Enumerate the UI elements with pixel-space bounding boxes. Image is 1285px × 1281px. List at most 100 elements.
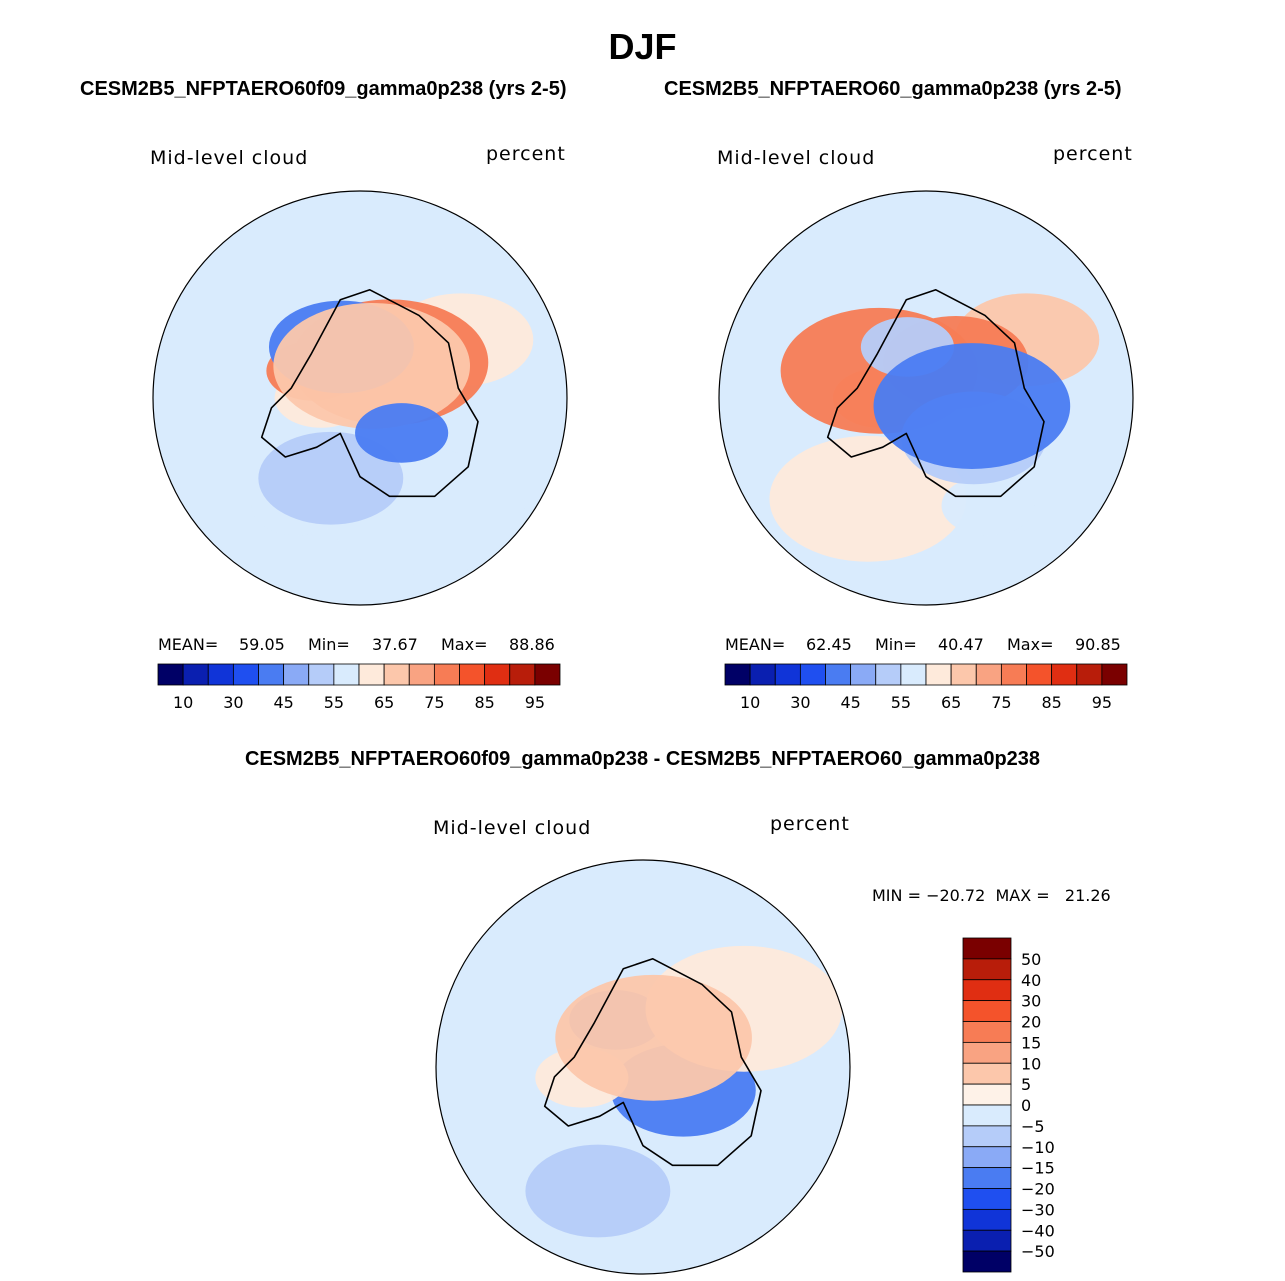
- diff-minmax: MIN = −20.72 MAX = 21.26: [872, 886, 1111, 905]
- colorbar-tick-label-1-3: 55: [891, 693, 911, 712]
- colorbar-tick-label-2-11: −20: [1021, 1180, 1055, 1199]
- colorbar-swatch-2-4: [962, 1021, 1012, 1043]
- colorbar-swatch-1-0: [724, 663, 751, 686]
- colorbar-swatch-1-13: [1051, 663, 1078, 686]
- colorbar-swatch-0-6: [308, 663, 335, 686]
- colorbar-swatch-0-15: [534, 663, 561, 686]
- left-min-label: Min=: [308, 635, 350, 654]
- coastline-1: [826, 288, 1045, 498]
- map-difference: [436, 860, 850, 1274]
- right-mean-value: 62.45: [806, 635, 852, 654]
- colorbar-tick-label-1-1: 30: [790, 693, 810, 712]
- right-variable-label: Mid-level cloud: [717, 147, 876, 169]
- colorbar-tick-label-2-6: 5: [1021, 1075, 1031, 1094]
- colorbar-swatch-2-12: [962, 1188, 1012, 1210]
- colorbar-swatch-0-4: [258, 663, 285, 686]
- right-max-value: 90.85: [1075, 635, 1121, 654]
- colorbar-swatch-1-15: [1101, 663, 1128, 686]
- colorbar-swatch-0-1: [182, 663, 209, 686]
- colorbar-tick-label-1-6: 85: [1041, 693, 1061, 712]
- left-mean-label: MEAN=: [158, 635, 219, 654]
- colorbar-tick-label-2-7: 0: [1021, 1096, 1031, 1115]
- map-boundary-2: [435, 859, 851, 1275]
- colorbar-swatch-1-9: [950, 663, 977, 686]
- panel-right-title: CESM2B5_NFPTAERO60_gamma0p238 (yrs 2-5): [664, 78, 1122, 100]
- colorbar-tick-label-1-5: 75: [991, 693, 1011, 712]
- colorbar-swatch-2-5: [962, 1041, 1012, 1064]
- colorbar-swatch-2-2: [962, 979, 1012, 1002]
- left-min-value: 37.67: [372, 635, 418, 654]
- colorbar-swatch-2-11: [962, 1167, 1012, 1189]
- left-mean-value: 59.05: [239, 635, 285, 654]
- contour-region-2-5: [555, 974, 752, 1101]
- left-variable-label: Mid-level cloud: [150, 147, 309, 169]
- colorbar-tick-label-2-4: 15: [1021, 1033, 1041, 1052]
- right-min-value: 40.47: [938, 635, 984, 654]
- colorbar-tick-label-0-4: 65: [374, 693, 394, 712]
- map-right: [719, 191, 1133, 605]
- colorbar-tick-label-2-12: −30: [1021, 1200, 1055, 1219]
- colorbar-left: 10 30 45 55 65 75 85 95: [157, 663, 561, 712]
- panel-diff-title: CESM2B5_NFPTAERO60f09_gamma0p238 - CESM2…: [244, 748, 1041, 770]
- colorbar-swatch-0-10: [408, 663, 435, 686]
- colorbar-tick-label-1-4: 65: [941, 693, 961, 712]
- contour-region-0-9: [355, 403, 449, 463]
- colorbar-swatch-1-10: [975, 663, 1002, 686]
- colorbar-swatch-2-8: [962, 1104, 1012, 1127]
- colorbar-swatch-0-8: [358, 663, 385, 686]
- colorbar-tick-label-2-3: 20: [1021, 1013, 1041, 1032]
- colorbar-swatch-2-3: [962, 1000, 1012, 1022]
- colorbar-swatch-1-14: [1076, 663, 1103, 686]
- right-min-label: Min=: [875, 635, 917, 654]
- colorbar-tick-label-2-13: −40: [1021, 1221, 1055, 1240]
- colorbar-swatch-0-2: [207, 663, 234, 686]
- colorbar-tick-label-2-14: −50: [1021, 1242, 1055, 1261]
- contour-region-0-4: [258, 431, 404, 525]
- colorbar-swatch-2-1: [962, 958, 1012, 981]
- colorbar-swatch-2-10: [962, 1146, 1012, 1169]
- colorbar-swatch-1-3: [799, 663, 826, 686]
- colorbar-tick-label-2-2: 30: [1021, 992, 1041, 1011]
- colorbar-tick-label-0-7: 95: [525, 693, 545, 712]
- figure-title: DJF: [608, 26, 677, 67]
- colorbar-tick-label-2-0: 50: [1021, 950, 1041, 969]
- contour-region-2-4: [525, 1144, 671, 1238]
- map-boundary-0: [152, 190, 568, 606]
- colorbar-tick-label-0-0: 10: [173, 693, 193, 712]
- colorbar-tick-label-2-8: −5: [1021, 1117, 1045, 1136]
- contour-region-1-3: [941, 475, 1035, 536]
- contour-region-1-8: [873, 343, 1071, 470]
- left-max-label: Max=: [441, 635, 488, 654]
- panel-left-title: CESM2B5_NFPTAERO60f09_gamma0p238 (yrs 2-…: [80, 78, 567, 100]
- colorbar-swatch-0-13: [484, 663, 511, 686]
- colorbar-swatch-1-12: [1026, 663, 1053, 686]
- colorbar-tick-label-1-2: 45: [840, 693, 860, 712]
- coastline-0: [260, 288, 479, 498]
- colorbar-swatch-1-2: [774, 663, 801, 686]
- colorbar-swatch-1-1: [749, 663, 776, 686]
- colorbar-swatch-0-11: [433, 663, 460, 686]
- colorbar-swatch-0-5: [283, 663, 310, 686]
- left-units-label: percent: [486, 143, 566, 165]
- colorbar-swatch-2-14: [962, 1229, 1012, 1252]
- right-mean-label: MEAN=: [725, 635, 786, 654]
- colorbar-tick-label-0-2: 45: [273, 693, 293, 712]
- colorbar-swatch-2-6: [962, 1062, 1012, 1085]
- diff-units-label: percent: [770, 813, 850, 835]
- colorbar-tick-label-0-6: 85: [474, 693, 494, 712]
- colorbar-tick-label-2-5: 10: [1021, 1054, 1041, 1073]
- colorbar-swatch-1-4: [825, 663, 852, 686]
- colorbar-swatch-2-15: [962, 1250, 1012, 1273]
- colorbar-swatch-0-3: [232, 663, 259, 686]
- map-left: [153, 191, 567, 605]
- colorbar-swatch-1-7: [900, 663, 927, 686]
- colorbar-tick-label-0-1: 30: [223, 693, 243, 712]
- colorbar-tick-label-1-7: 95: [1092, 693, 1112, 712]
- colorbar-swatch-1-6: [875, 663, 902, 686]
- colorbar-swatch-2-0: [962, 937, 1012, 960]
- colorbar-swatch-1-11: [1000, 663, 1027, 686]
- colorbar-swatch-0-14: [509, 663, 536, 686]
- diff-variable-label: Mid-level cloud: [433, 817, 592, 839]
